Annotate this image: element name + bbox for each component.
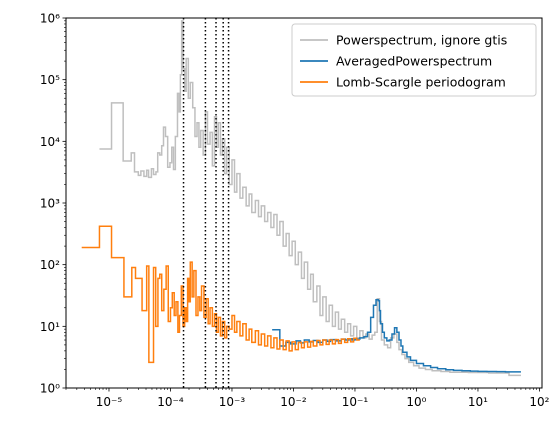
legend-box: [291, 23, 537, 97]
legend-label: Lomb-Scargle periodogram: [336, 75, 506, 90]
x-tick-label: 10⁻⁵: [96, 395, 123, 409]
vertical-lines: [182, 18, 230, 388]
series-line-1: [99, 20, 521, 377]
y-tick-label: 10⁴: [40, 135, 60, 149]
y-tick-label: 10⁵: [40, 73, 60, 87]
x-tick-label: 10¹: [468, 395, 488, 409]
y-tick-label: 10⁶: [40, 12, 60, 26]
series-layer: [81, 20, 521, 377]
x-tick-label: 10⁻²: [280, 395, 307, 409]
legend-label: Powerspectrum, ignore gtis: [336, 33, 507, 48]
y-tick-label: 10⁰: [40, 382, 60, 396]
x-tick-label: 10⁰: [406, 395, 426, 409]
y-tick-label: 10²: [40, 258, 60, 272]
legend: Powerspectrum, ignore gtis AveragedPowers…: [291, 23, 537, 97]
legend-label: AveragedPowerspectrum: [336, 54, 492, 69]
y-axis: 10⁰ 10¹ 10² 10³ 10⁴ 10⁵ 10⁶: [40, 12, 66, 396]
x-axis: 10⁻⁵ 10⁻⁴ 10⁻³ 10⁻² 10⁻¹ 10⁰ 10¹ 10²: [65, 388, 550, 409]
x-tick-label: 10⁻¹: [342, 395, 369, 409]
x-tick-label: 10⁻³: [219, 395, 246, 409]
x-tick-label: 10⁻⁴: [157, 395, 184, 409]
y-tick-label: 10¹: [40, 320, 60, 334]
y-tick-label: 10³: [40, 197, 60, 211]
series-line-3: [81, 225, 360, 364]
x-tick-label: 10²: [529, 395, 549, 409]
